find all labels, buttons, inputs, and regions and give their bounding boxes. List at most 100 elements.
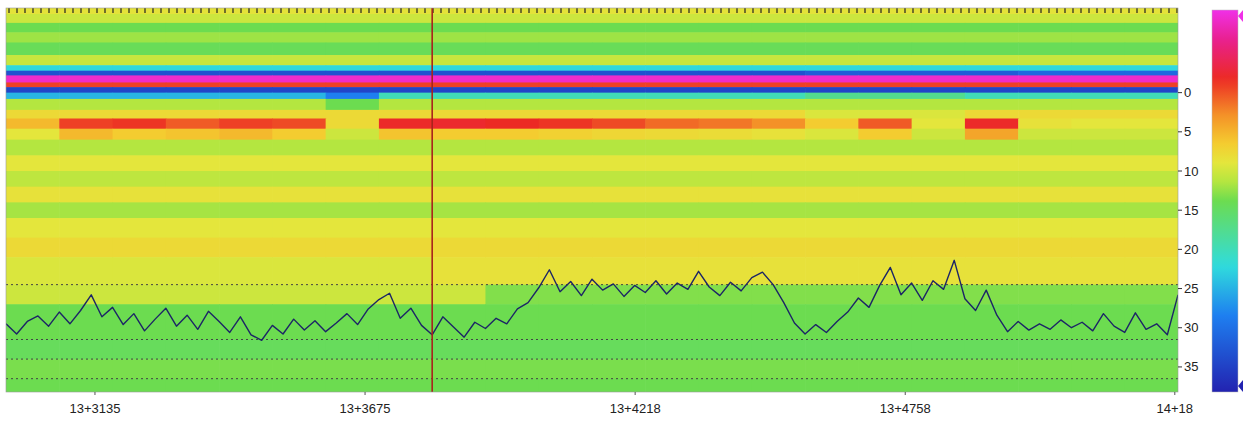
heatmap-cell <box>592 359 646 379</box>
heatmap-cell <box>379 359 433 379</box>
heatmap-cell <box>113 379 167 392</box>
heatmap-cell <box>6 155 60 171</box>
heatmap-cell <box>965 155 1019 171</box>
guide-line <box>6 339 1178 340</box>
ruler-tick <box>560 8 561 13</box>
heatmap-cell <box>1018 99 1072 111</box>
heatmap-cell <box>1018 359 1072 379</box>
heatmap-cell <box>912 99 966 111</box>
heatmap-cell <box>272 171 326 187</box>
heatmap-cell <box>805 257 859 285</box>
heatmap-cell <box>379 155 433 171</box>
heatmap-cell <box>485 55 539 66</box>
y-tick-label: 0 <box>1184 85 1191 100</box>
ruler-tick <box>136 8 137 13</box>
ruler-tick <box>248 8 249 13</box>
ruler-tick <box>600 8 601 13</box>
ruler-tick <box>312 8 313 13</box>
ruler-tick <box>1064 8 1065 13</box>
heatmap-cell <box>59 110 113 119</box>
ruler-tick <box>1024 8 1025 13</box>
ruler-tick <box>392 8 393 13</box>
heatmap-cell <box>272 187 326 203</box>
heatmap-cell <box>379 87 433 93</box>
heatmap-cell <box>699 110 753 119</box>
heatmap-cell <box>699 257 753 285</box>
heatmap-cell <box>219 23 273 33</box>
heatmap-cell <box>113 171 167 187</box>
heatmap-cell <box>379 71 433 76</box>
heatmap-cell <box>59 238 113 258</box>
heatmap-cell <box>59 155 113 171</box>
heatmap-cell <box>166 82 220 87</box>
heatmap-cell <box>965 32 1019 43</box>
ruler-tick <box>440 8 441 13</box>
heatmap-cell <box>379 187 433 203</box>
ruler-tick <box>744 8 745 13</box>
heatmap-cell <box>6 202 60 218</box>
heatmap-cell <box>6 65 60 71</box>
ruler-tick <box>624 8 625 13</box>
y-tick-label: 35 <box>1184 359 1198 374</box>
ruler-tick <box>416 8 417 13</box>
heatmap-cell <box>59 71 113 76</box>
heatmap-cell <box>1071 379 1125 392</box>
heatmap-cell <box>379 238 433 258</box>
heatmap-cell <box>326 155 380 171</box>
y-tick <box>1178 327 1182 328</box>
heatmap-cell <box>1071 202 1125 218</box>
heatmap-cell <box>219 99 273 111</box>
heatmap-cell <box>912 379 966 392</box>
heatmap-cell <box>539 110 593 119</box>
heatmap-cell <box>272 55 326 66</box>
heatmap-cell <box>592 93 646 100</box>
heatmap-cell <box>1018 32 1072 43</box>
heatmap-cell <box>1125 379 1178 392</box>
ruler-tick <box>752 8 753 13</box>
heatmap-cell <box>326 23 380 33</box>
heatmap-cell <box>166 71 220 76</box>
heatmap-cell <box>59 339 113 359</box>
heatmap-cell <box>805 187 859 203</box>
heatmap-cell <box>1071 238 1125 258</box>
heatmap-cell <box>485 93 539 100</box>
ruler-tick <box>888 8 889 13</box>
heatmap-cell <box>1071 110 1125 119</box>
heatmap-cell <box>539 75 593 83</box>
heatmap-cell <box>965 93 1019 100</box>
heatmap-cell <box>326 65 380 71</box>
heatmap-cell <box>912 87 966 93</box>
ruler-tick <box>456 8 457 13</box>
heatmap-cell <box>805 99 859 111</box>
heatmap-cell <box>912 140 966 156</box>
heatmap-cell <box>113 155 167 171</box>
heatmap-cell <box>752 359 806 379</box>
heatmap-cell <box>912 187 966 203</box>
heatmap-cell <box>858 93 912 100</box>
ruler-tick <box>256 8 257 13</box>
ruler-tick <box>1152 8 1153 13</box>
heatmap-cell <box>379 140 433 156</box>
heatmap-cell <box>965 238 1019 258</box>
heatmap-cell <box>752 171 806 187</box>
ruler-tick <box>616 8 617 13</box>
heatmap-cell <box>272 359 326 379</box>
heatmap-cell <box>59 379 113 392</box>
heatmap-cell <box>805 119 859 130</box>
heatmap-cell <box>858 87 912 93</box>
ruler-tick <box>736 8 737 13</box>
heatmap-cell <box>1018 23 1072 33</box>
heatmap-cell <box>1018 140 1072 156</box>
heatmap-cell <box>485 129 539 141</box>
heatmap-cell <box>645 23 699 33</box>
heatmap-cell <box>113 238 167 258</box>
x-tick-label: 13+3675 <box>340 401 391 416</box>
heatmap-cell <box>219 119 273 130</box>
y-tick-label: 25 <box>1184 281 1198 296</box>
ruler-tick <box>1168 8 1169 13</box>
heatmap-cell <box>166 93 220 100</box>
heatmap-cell <box>113 359 167 379</box>
heatmap-cell <box>858 379 912 392</box>
heatmap-cell <box>645 93 699 100</box>
heatmap-cell <box>1125 71 1178 76</box>
